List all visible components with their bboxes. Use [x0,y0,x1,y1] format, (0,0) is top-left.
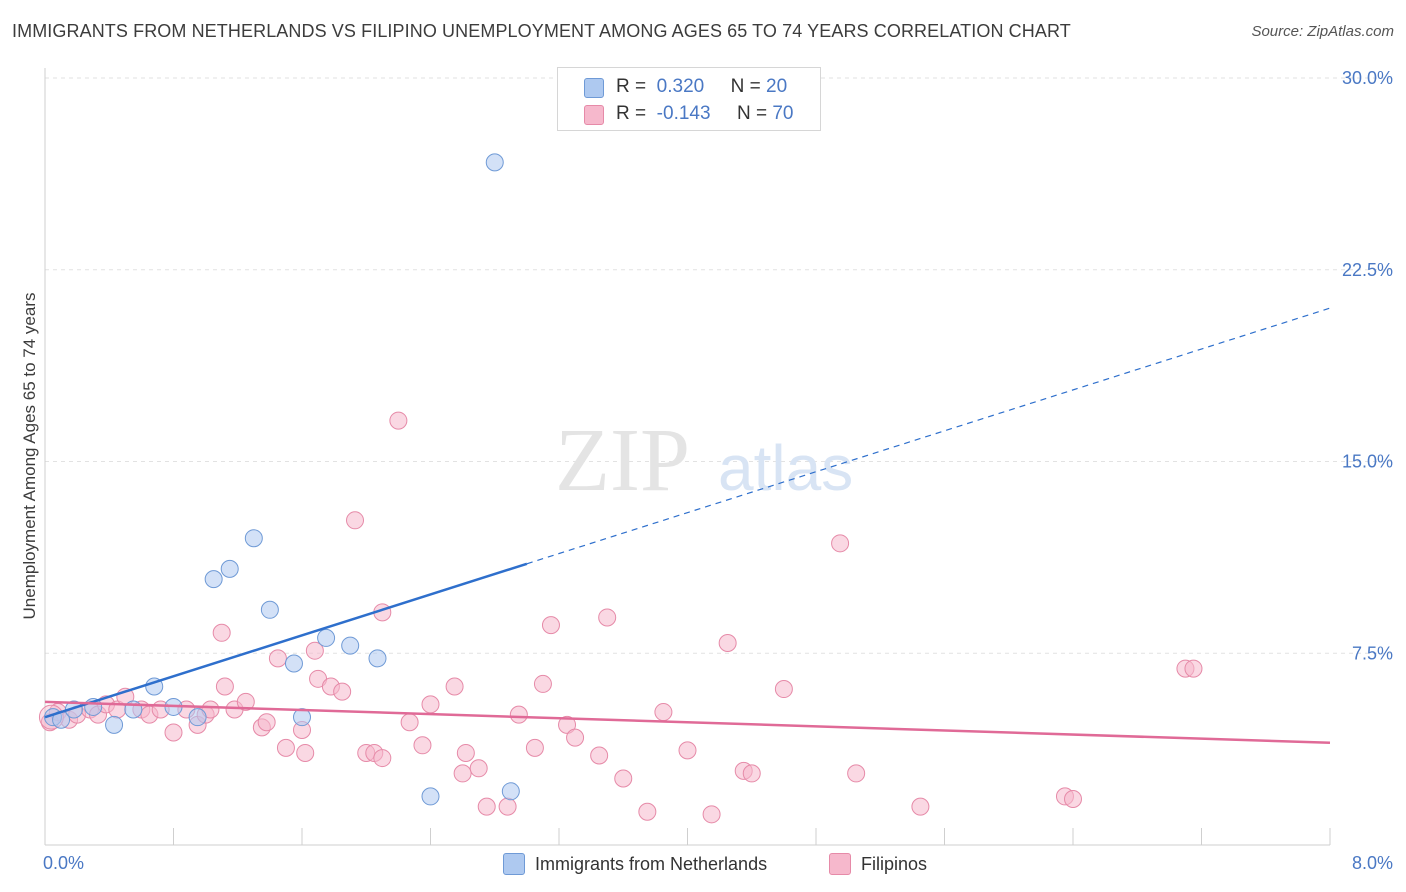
filipinos-points [38,411,1203,824]
filipinos-point-63 [831,534,850,553]
r-label: R = [616,103,647,124]
filipinos-point-46 [509,705,528,724]
filipinos-point-22 [257,713,276,732]
netherlands-point-9 [204,570,223,589]
filipinos-point-51 [566,728,585,747]
n-label: N = [730,76,761,97]
netherlands-point-14 [293,708,311,727]
netherlands-point-15 [317,628,336,647]
netherlands-point-4 [105,715,124,734]
netherlands-point-19 [485,153,504,172]
source-label: Source: ZipAtlas.com [1251,23,1394,40]
filipinos-point-36 [389,411,408,430]
filipinos-point-55 [638,802,657,821]
n-value: 70 [772,103,794,124]
legend-item-netherlands[interactable]: Immigrants from Netherlands [503,852,767,876]
filipinos-point-67 [1064,789,1082,808]
filipinos-point-12 [164,723,183,742]
filipinos-point-39 [421,695,440,714]
filipinos-point-31 [346,511,365,530]
filipinos-point-37 [400,713,419,732]
r-value: 0.320 [656,76,705,97]
netherlands-point-17 [368,649,387,668]
filipinos-point-34 [373,749,392,768]
filipinos-point-43 [469,759,488,778]
netherlands-point-20 [501,782,520,801]
filipinos-point-69 [1184,659,1203,678]
legend-label-filipinos: Filipinos [861,853,928,874]
correlation-legend: R = 0.320 N = 20 R = -0.143 N = 70 [557,67,821,131]
netherlands-trend-line [44,562,528,719]
netherlands-point-8 [188,708,207,727]
legend-label-netherlands: Immigrants from Netherlands [535,853,768,874]
filipinos-point-30 [333,682,352,701]
netherlands-point-16 [341,636,360,655]
filipinos-point-57 [678,741,697,760]
r-value: -0.143 [656,103,711,124]
filipinos-point-50 [558,715,577,734]
filipinos-point-56 [654,703,673,722]
filipinos-point-41 [453,764,472,783]
netherlands-point-12 [260,600,279,619]
trend-lines [44,307,1331,744]
legend-swatch-netherlands [584,78,604,98]
filipinos-point-38 [413,736,432,755]
filipinos-point-17 [212,623,231,642]
watermark: ZIP atlas [555,411,853,510]
filipinos-point-58 [702,805,721,824]
filipinos-point-61 [742,764,761,783]
filipinos-point-52 [590,746,609,765]
filipinos-point-40 [445,677,464,696]
filipinos-point-49 [541,616,560,635]
filipinos-point-42 [456,743,475,762]
filipinos-point-18 [215,677,234,696]
filipinos-point-62 [774,680,793,699]
legend-swatch-filipinos [829,853,851,875]
filipinos-point-20 [236,692,255,711]
r-label: R = [616,76,647,97]
filipinos-point-47 [525,738,544,757]
watermark-atlas: atlas [718,432,853,504]
filipinos-point-48 [533,674,552,693]
legend-swatch-netherlands [503,853,525,875]
filipinos-point-27 [305,641,324,660]
filipinos-point-24 [276,738,295,757]
filipinos-point-64 [847,764,866,783]
filipinos-point-65 [911,797,930,816]
netherlands-point-11 [244,529,263,548]
legend-item-filipinos[interactable]: Filipinos [829,852,927,876]
y-axis-label: Unemployment Among Ages 65 to 74 years [20,292,39,620]
netherlands-trend-extension [526,307,1331,565]
grid-lines [45,77,1392,654]
filipinos-point-45 [498,797,517,816]
x-tick-label-min: 0.0% [43,853,84,873]
netherlands-point-10 [220,559,239,578]
filipinos-point-59 [718,634,737,653]
watermark-zip: ZIP [555,411,690,510]
n-label: N = [736,103,768,124]
legend-row-netherlands: R = 0.320 N = 20 [616,76,787,98]
chart-title: IMMIGRANTS FROM NETHERLANDS VS FILIPINO … [12,21,1071,41]
filipinos-point-26 [296,743,315,762]
netherlands-point-18 [421,787,440,806]
y-tick-label-2: 22.5% [1342,260,1393,280]
x-tick-label-max: 8.0% [1352,853,1393,873]
n-value: 20 [766,76,788,97]
filipinos-point-54 [614,769,633,788]
y-tick-label-0: 7.5% [1352,643,1393,663]
y-tick-label-3: 30.0% [1342,68,1393,88]
legend-row-filipinos: R = -0.143 N = 70 [616,103,793,125]
tick-labels: 7.5% 15.0% 22.5% 30.0% 0.0% 8.0% [43,68,1393,873]
filipinos-point-23 [268,649,287,668]
series-legend: Immigrants from Netherlands Filipinos [0,852,1406,878]
filipinos-point-44 [477,797,496,816]
filipinos-trend-line [44,700,1331,744]
filipinos-point-53 [598,608,617,627]
legend-swatch-filipinos [584,105,604,125]
y-tick-label-1: 15.0% [1342,452,1393,472]
netherlands-point-13 [284,654,303,673]
